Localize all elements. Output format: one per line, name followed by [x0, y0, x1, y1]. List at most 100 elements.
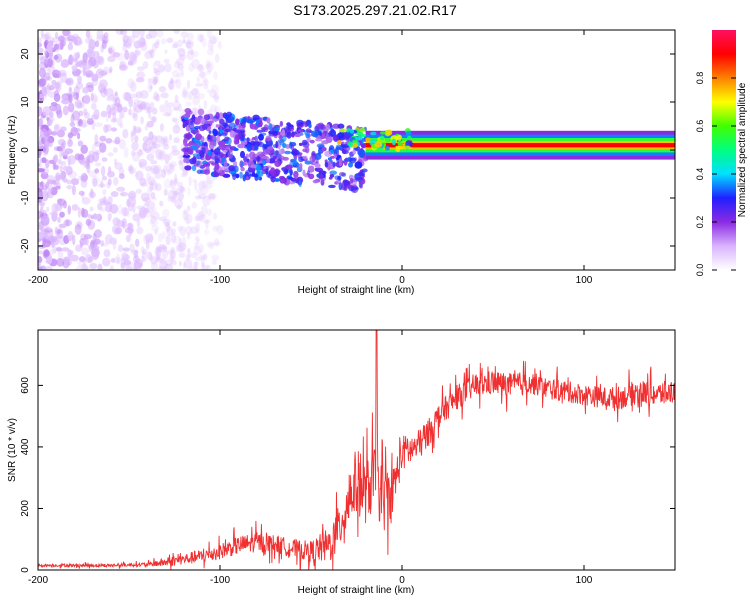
heatmap-cell — [142, 136, 150, 143]
heatmap-cell — [144, 210, 153, 219]
heatmap-cell — [315, 123, 322, 130]
heatmap-cell — [65, 77, 74, 86]
heatmap-cell — [163, 164, 168, 175]
heatmap-cell — [233, 165, 239, 173]
heatmap-cell — [365, 137, 371, 142]
heatmap-cell — [38, 221, 44, 231]
heatmap-cell — [101, 157, 108, 162]
heatmap-cell — [158, 149, 167, 161]
heatmap-cell — [190, 252, 198, 259]
heatmap-cell — [206, 241, 215, 248]
heatmap-cell — [137, 128, 141, 133]
heatmap-cell — [198, 181, 206, 191]
heatmap-cell — [85, 237, 89, 246]
heatmap-cell — [350, 185, 359, 194]
heatmap-cell — [57, 35, 65, 42]
heatmap-cell — [329, 173, 335, 178]
heatmap-cell — [145, 172, 152, 181]
heatmap-cell — [167, 101, 174, 108]
heatmap-cell — [38, 78, 47, 87]
heatmap-cell — [405, 130, 412, 137]
heatmap-cell — [94, 229, 102, 238]
heatmap-cell — [131, 112, 136, 119]
heatmap-cell — [275, 140, 279, 149]
heatmap-cell — [171, 43, 179, 49]
heatmap-cell — [70, 250, 74, 256]
heatmap-cell — [240, 140, 248, 146]
heatmap-cell — [171, 117, 177, 123]
heatmap-cell — [168, 134, 173, 141]
heatmap-cell — [162, 143, 170, 150]
heatmap-cell — [79, 241, 84, 248]
heatmap-cell — [76, 132, 81, 140]
heatmap-cell — [97, 183, 106, 188]
heatmap-cell — [308, 173, 315, 180]
heatmap-cell — [42, 106, 52, 117]
heatmap-cell — [150, 160, 158, 165]
heatmap-cell — [144, 51, 153, 60]
heatmap-cell — [142, 251, 148, 262]
heatmap-cell — [61, 247, 70, 252]
heatmap-cell — [119, 138, 126, 150]
heatmap-cell — [178, 160, 184, 171]
heatmap-cell — [108, 47, 113, 54]
heatmap-cell — [304, 122, 308, 128]
heatmap-cell — [139, 30, 145, 38]
heatmap-cell — [114, 162, 123, 170]
heatmap-cell — [197, 33, 205, 42]
heatmap-cell — [125, 234, 131, 243]
heatmap-cell — [168, 153, 172, 161]
heatmap-cell — [325, 123, 331, 131]
heatmap-cell — [72, 234, 76, 246]
heatmap-cell — [256, 156, 261, 161]
heatmap-cell — [252, 153, 258, 161]
heatmap-cell — [187, 47, 194, 55]
heatmap-cell — [73, 92, 79, 100]
heatmap-cell — [67, 154, 76, 165]
heatmap-cell — [168, 80, 174, 90]
heatmap-cell — [38, 210, 43, 219]
heatmap-cell — [136, 226, 144, 235]
heatmap-cell — [81, 119, 88, 128]
heatmap-cell — [181, 147, 189, 152]
heatmap-cell — [311, 130, 319, 138]
heatmap-cell — [102, 257, 111, 267]
heatmap-cell — [166, 169, 172, 176]
heatmap-cell — [100, 110, 108, 118]
heatmap-cell — [100, 165, 106, 177]
heatmap-cell — [232, 147, 239, 152]
heatmap-cell — [261, 165, 270, 172]
heatmap-cell — [71, 110, 81, 121]
heatmap-cell — [38, 106, 43, 117]
heatmap-cell — [155, 93, 160, 102]
heatmap-cell — [176, 181, 184, 188]
heatmap-cell — [194, 235, 200, 242]
heatmap-cell — [338, 128, 347, 133]
heatmap-cell — [123, 259, 132, 266]
heatmap-cell — [119, 123, 124, 129]
heatmap-cell — [178, 159, 184, 165]
heatmap-cell — [169, 163, 174, 171]
heatmap-cell — [292, 158, 297, 166]
heatmap-cell — [99, 135, 107, 142]
heatmap-cell — [121, 190, 125, 197]
heatmap-cell — [146, 106, 153, 114]
heatmap-cell — [76, 101, 83, 109]
heatmap-cell — [83, 234, 93, 240]
heatmap-cell — [120, 262, 126, 270]
heatmap-cell — [128, 228, 133, 237]
heatmap-cell — [85, 218, 92, 226]
heatmap-cell — [241, 134, 245, 141]
heatmap-cell — [41, 33, 49, 40]
heatmap-cell — [154, 41, 160, 49]
heatmap-cell — [93, 95, 98, 103]
heatmap-cell — [147, 201, 156, 209]
heatmap-cell — [253, 173, 259, 178]
heatmap-cell — [332, 134, 339, 142]
heatmap-cell — [144, 165, 153, 172]
heatmap-cell — [73, 57, 78, 63]
heatmap-cell — [171, 79, 179, 84]
heatmap-cell — [131, 107, 139, 119]
heatmap-cell — [213, 71, 218, 80]
heatmap-cell — [359, 127, 366, 133]
